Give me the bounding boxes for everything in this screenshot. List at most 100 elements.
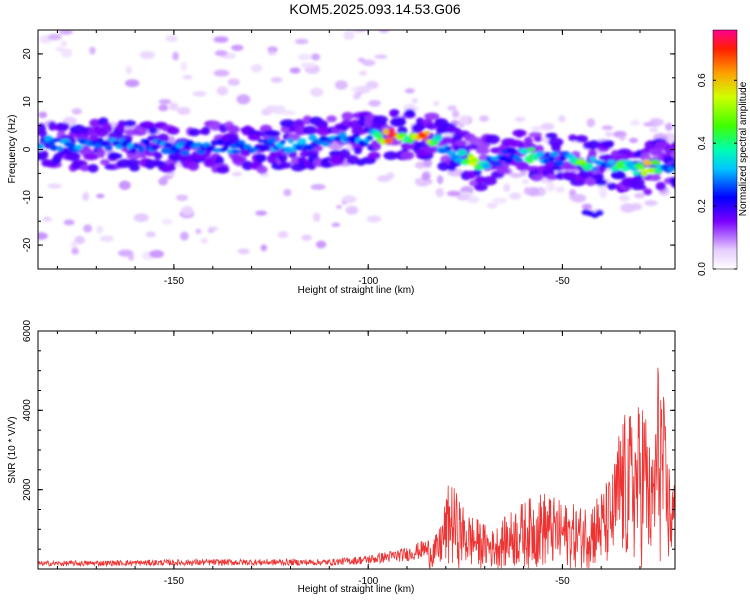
heatmap-cell (515, 157, 523, 163)
heatmap-cell (123, 139, 133, 145)
snr-x-tick-label: -100 (358, 576, 378, 587)
heatmap-cell (589, 156, 597, 162)
heatmap-cell (308, 134, 317, 141)
heatmap-cell (208, 121, 222, 131)
heatmap-cell (310, 87, 324, 97)
heatmap-cell (466, 143, 480, 150)
heatmap-cell (38, 232, 48, 240)
heatmap-cell (342, 195, 357, 204)
heatmap-cell (386, 172, 395, 179)
heatmap-cell (601, 125, 613, 131)
heatmap-cell (351, 127, 368, 135)
heatmap-cell (315, 126, 332, 136)
heatmap-cell (432, 100, 440, 107)
heatmap-cell (599, 188, 608, 199)
heatmap-cell (562, 171, 578, 179)
heatmap-cell (187, 161, 200, 171)
snr-y-axis-title: SNR (10 * V/V) (7, 416, 18, 483)
heatmap-cell (486, 202, 498, 209)
heatmap-cell (390, 117, 406, 127)
heatmap-cell (229, 144, 238, 149)
heatmap-cell (257, 138, 265, 143)
heatmap-cell (412, 122, 427, 131)
heatmap-cell (667, 166, 675, 172)
heatmap-cell (649, 127, 658, 133)
heatmap-cell (586, 162, 594, 170)
heatmap-cell (343, 30, 355, 41)
heatmap-cell (49, 145, 59, 151)
heatmap-cell (628, 137, 639, 143)
heatmap-cell (361, 59, 376, 67)
heatmap-cell (655, 181, 666, 191)
heatmap-cell (446, 150, 457, 156)
heatmap-cell (374, 54, 388, 59)
heatmap-cell (250, 64, 263, 73)
colorbar (712, 29, 738, 270)
heatmap-cell (404, 88, 415, 94)
snr-series-line (38, 367, 675, 569)
heatmap-cell (473, 168, 482, 177)
heatmap-cell (259, 145, 269, 151)
heatmap-cell (619, 135, 626, 141)
heatmap-cell (644, 200, 658, 206)
colorbar-axes: 0.0 0.2 0.4 0.6 (697, 73, 737, 276)
heatmap-cell (549, 151, 560, 157)
heatmap-cell (551, 142, 561, 153)
heatmap-cell (297, 53, 312, 61)
heatmap-cell (598, 154, 614, 161)
heatmap-cell (467, 196, 480, 204)
heatmap-cell (216, 86, 229, 96)
heatmap-cell (643, 122, 655, 127)
heatmap-cell (167, 149, 175, 155)
heatmap-cell (222, 145, 229, 151)
snr-x-axis-title: Height of straight line (km) (298, 584, 415, 595)
heatmap-cell (481, 163, 492, 170)
heatmap-cell (359, 70, 367, 76)
heatmap-cell (586, 118, 596, 128)
heatmap-cell (632, 170, 640, 176)
heatmap-cell (118, 180, 131, 190)
heatmap-cell (210, 139, 219, 146)
heatmap-cell (447, 105, 457, 112)
heatmap-cell (384, 137, 394, 144)
heatmap-cell (650, 159, 660, 166)
heatmap-cell (302, 115, 312, 125)
heatmap-cell (546, 182, 555, 192)
heatmap-cell (213, 69, 230, 77)
heatmap-cell (577, 159, 586, 164)
heatmap-cell (530, 125, 543, 132)
heatmap-cell (468, 136, 482, 145)
heatmap-cell (213, 36, 229, 43)
heatmap-cell (182, 75, 193, 80)
heatmap-cell (169, 102, 179, 111)
colorbar-tick-label: 0.2 (697, 199, 708, 213)
heatmap-cell (669, 136, 675, 142)
heatmap-cell (310, 184, 326, 190)
heatmap-cell (388, 128, 395, 134)
heatmap-cell (484, 134, 500, 145)
heatmap-cell (87, 163, 99, 173)
heatmap-y-axis-title: Frequency (Hz) (7, 115, 18, 184)
heatmap-cell (367, 151, 381, 160)
heatmap-cell (201, 126, 211, 136)
heatmap-cell (167, 163, 176, 172)
heatmap-cell (346, 155, 359, 165)
heatmap-cell (356, 85, 371, 94)
heatmap-x-axis-title: Height of straight line (km) (298, 285, 415, 296)
heatmap-y-tick-label: -10 (22, 190, 33, 205)
heatmap-cell (331, 222, 341, 228)
heatmap-cell (60, 48, 73, 58)
heatmap-cell (574, 135, 589, 143)
heatmap-cell (474, 183, 488, 192)
heatmap-cell (287, 137, 294, 144)
heatmap-cell (231, 171, 243, 177)
heatmap-cell (117, 249, 134, 257)
heatmap-cell (492, 161, 503, 167)
heatmap-cell (568, 134, 578, 142)
heatmap-cell (514, 116, 526, 122)
heatmap-cell (595, 178, 608, 186)
heatmap-cell (415, 161, 426, 169)
heatmap-cell (458, 115, 471, 126)
heatmap-cell (366, 215, 382, 223)
heatmap-cell (38, 129, 48, 137)
